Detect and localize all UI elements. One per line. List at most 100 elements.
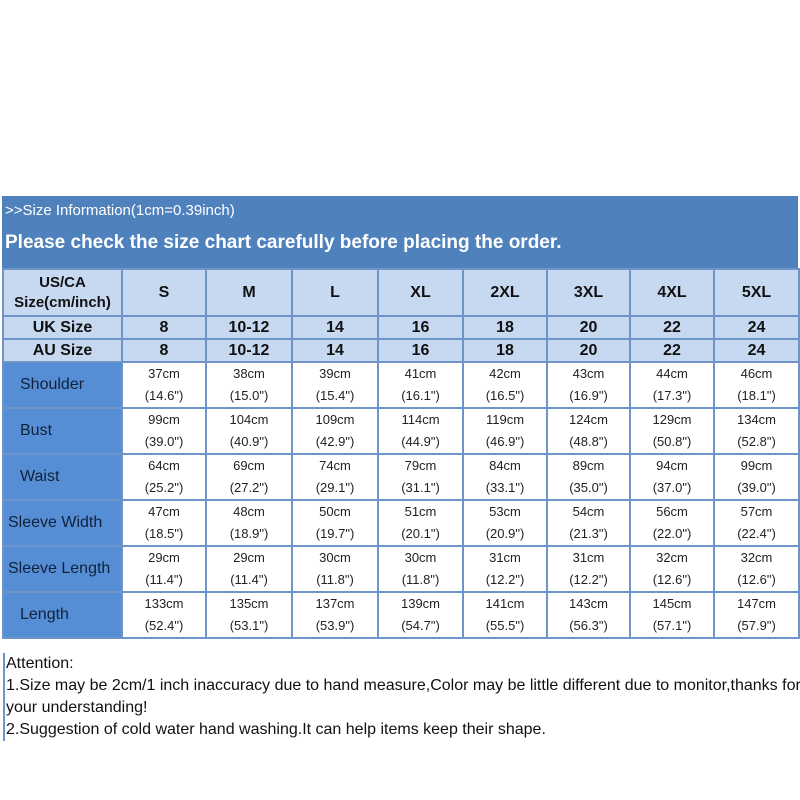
cm-value: 47cm <box>148 504 180 519</box>
cm-value: 109cm <box>315 412 355 427</box>
measurement-cell: 32cm (12.6") <box>629 545 715 593</box>
measurement-cell: 69cm (27.2") <box>205 453 293 501</box>
inch-value: (48.8") <box>569 434 608 449</box>
measurement-cell: 79cm (31.1") <box>377 453 464 501</box>
measurement-cell: 109cm (42.9") <box>291 407 379 455</box>
row-label: Bust <box>2 407 123 455</box>
cm-value: 139cm <box>400 596 441 611</box>
inch-value: (12.2") <box>569 572 608 587</box>
uk-size-value: 10-12 <box>205 315 293 340</box>
cm-value: 41cm <box>404 366 437 381</box>
inch-value: (29.1") <box>315 480 355 495</box>
uk-size-row: UK Size 8 10-12 14 16 18 20 22 24 <box>2 315 800 340</box>
cm-value: 99cm <box>148 412 180 427</box>
inch-value: (22.4") <box>737 526 776 541</box>
measurement-cell: 29cm (11.4") <box>205 545 293 593</box>
cm-value: 89cm <box>572 458 605 473</box>
corner-label: US/CA Size(cm/inch) <box>2 268 123 317</box>
cm-value: 134cm <box>736 412 777 427</box>
size-header: 4XL <box>629 268 715 317</box>
inch-value: (20.1") <box>401 526 440 541</box>
measurement-cell: 31cm (12.2") <box>462 545 548 593</box>
cm-value: 46cm <box>740 366 773 381</box>
measurement-cell: 29cm (11.4") <box>121 545 207 593</box>
measurement-cell: 38cm (15.0") <box>205 361 293 409</box>
inch-value: (11.8") <box>316 572 354 587</box>
measurement-cell: 145cm (57.1") <box>629 591 715 639</box>
measurement-cell: 54cm (21.3") <box>546 499 631 547</box>
au-size-value: 14 <box>291 338 379 363</box>
cm-value: 145cm <box>652 596 692 611</box>
size-header: 5XL <box>713 268 800 317</box>
cm-value: 141cm <box>485 596 525 611</box>
inch-value: (25.2") <box>144 480 184 495</box>
inch-value: (14.6") <box>144 388 184 403</box>
inch-value: (19.7") <box>315 526 355 541</box>
inch-value: (16.9") <box>569 388 608 403</box>
cm-value: 104cm <box>229 412 269 427</box>
inch-value: (20.9") <box>485 526 525 541</box>
measurement-cell: 133cm (52.4") <box>121 591 207 639</box>
cm-value: 114cm <box>401 412 440 427</box>
inch-value: (42.9") <box>315 434 355 449</box>
cm-value: 57cm <box>740 504 773 519</box>
cm-value: 44cm <box>656 366 688 381</box>
cm-value: 99cm <box>740 458 773 473</box>
measurement-cell: 39cm (15.4") <box>291 361 379 409</box>
inch-value: (56.3") <box>569 618 608 633</box>
row-label: Sleeve Width <box>2 499 123 547</box>
attention-note-2: 2.Suggestion of cold water hand washing.… <box>6 721 546 738</box>
cm-value: 143cm <box>568 596 609 611</box>
measurement-cell: 141cm (55.5") <box>462 591 548 639</box>
measurement-cell: 53cm (20.9") <box>462 499 548 547</box>
measurement-cell: 147cm (57.9") <box>713 591 800 639</box>
inch-value: (35.0") <box>569 480 608 495</box>
inch-value: (27.2") <box>229 480 269 495</box>
cm-value: 54cm <box>572 504 605 519</box>
inch-value: (39.0") <box>144 434 184 449</box>
au-size-value: 22 <box>629 338 715 363</box>
inch-value: (18.1") <box>737 388 776 403</box>
size-info-title: >>Size Information(1cm=0.39inch) <box>5 202 235 219</box>
cm-value: 53cm <box>489 504 521 519</box>
table-row: Waist 64cm (25.2") 69cm (27.2") 74cm (29.1") 79… <box>2 453 800 501</box>
size-header: L <box>291 268 379 317</box>
inch-value: (17.3") <box>652 388 692 403</box>
measurement-cell: 119cm (46.9") <box>462 407 548 455</box>
cm-value: 48cm <box>233 504 265 519</box>
measurement-cell: 89cm (35.0") <box>546 453 631 501</box>
cm-value: 64cm <box>148 458 180 473</box>
inch-value: (50.8") <box>652 434 692 449</box>
measurement-cell: 46cm (18.1") <box>713 361 800 409</box>
measurement-cell: 135cm (53.1") <box>205 591 293 639</box>
inch-value: (52.4") <box>144 618 184 633</box>
inch-value: (16.5") <box>485 388 525 403</box>
measurement-cell: 57cm (22.4") <box>713 499 800 547</box>
measurement-cell: 94cm (37.0") <box>629 453 715 501</box>
inch-value: (33.1") <box>485 480 525 495</box>
inch-value: (12.6") <box>652 572 692 587</box>
attention-title: Attention: <box>6 655 74 672</box>
inch-value: (40.9") <box>229 434 269 449</box>
inch-value: (18.5") <box>144 526 184 541</box>
table-row: Length 133cm (52.4") 135cm (53.1") 137cm (53.9… <box>2 591 800 639</box>
row-label: Waist <box>2 453 123 501</box>
uk-size-value: 24 <box>713 315 800 340</box>
row-label: Length <box>2 591 123 639</box>
inch-value: (46.9") <box>485 434 525 449</box>
inch-value: (54.7") <box>401 618 440 633</box>
cm-value: 124cm <box>568 412 609 427</box>
cm-value: 37cm <box>148 366 180 381</box>
au-size-value: 20 <box>546 338 631 363</box>
cm-value: 38cm <box>233 366 265 381</box>
measurement-cell: 32cm (12.6") <box>713 545 800 593</box>
cm-value: 84cm <box>489 458 521 473</box>
measurement-cell: 134cm (52.8") <box>713 407 800 455</box>
au-size-value: 10-12 <box>205 338 293 363</box>
measurement-cell: 37cm (14.6") <box>121 361 207 409</box>
attention-note-1: 1.Size may be 2cm/1 inch inaccuracy due … <box>6 677 800 716</box>
au-size-label: AU Size <box>2 338 123 363</box>
uk-size-value: 20 <box>546 315 631 340</box>
inch-value: (57.1") <box>652 618 692 633</box>
cm-value: 147cm <box>736 596 777 611</box>
